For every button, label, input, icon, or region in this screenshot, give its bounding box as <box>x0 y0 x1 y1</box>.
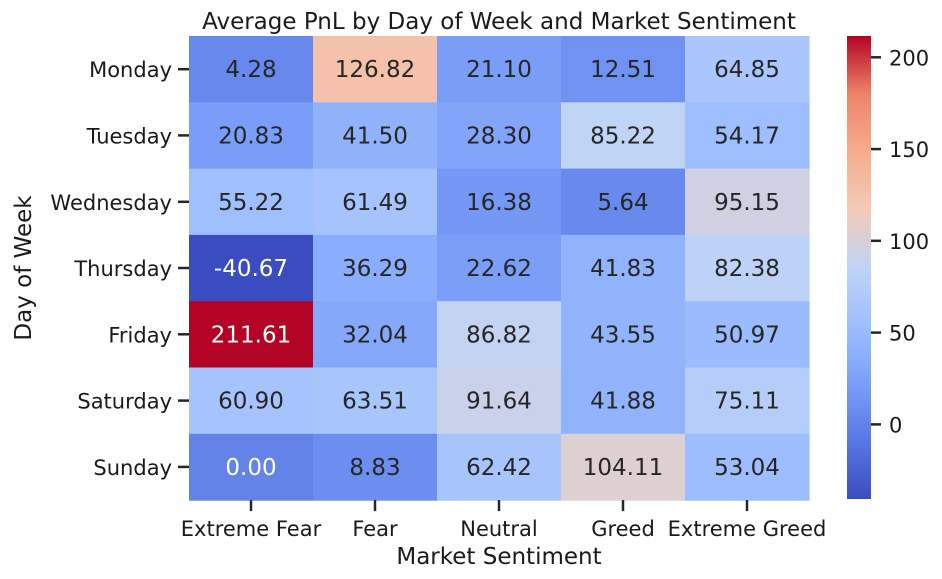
heatmap-cell <box>685 234 810 302</box>
cell-value-label: 75.11 <box>714 389 780 415</box>
heatmap-cell <box>685 168 810 236</box>
y-axis: Monday Tuesday Wednesday Thursday Friday Satu… <box>50 58 189 480</box>
y-tick-label: Monday <box>89 58 172 82</box>
cell-value-label: 53.04 <box>714 455 780 481</box>
heatmap-cell <box>313 102 438 170</box>
heatmap-cell <box>561 168 686 236</box>
cell-value-label: 8.83 <box>349 455 400 481</box>
cell-value-label: 63.51 <box>342 389 408 415</box>
heatmap-cell <box>685 36 810 103</box>
heatmap-cell <box>189 102 314 170</box>
colorbar-tick-label: 50 <box>889 322 916 346</box>
cell-value-label: 126.82 <box>335 57 415 83</box>
cell-value-label: 64.85 <box>714 57 780 83</box>
heatmap-cell <box>313 301 438 369</box>
cell-labels: 4.28 126.82 21.10 12.51 64.85 20.83 41.50 28.30… <box>211 57 780 481</box>
cell-value-label: 95.15 <box>714 190 780 216</box>
colorbar <box>847 36 871 499</box>
heatmap-cell <box>437 301 562 369</box>
heatmap-cell <box>313 168 438 236</box>
colorbar-tick-label: 150 <box>889 138 929 162</box>
heatmap-cell <box>561 36 686 103</box>
cell-value-label: 43.55 <box>590 322 656 348</box>
cell-value-label: 36.29 <box>342 256 408 282</box>
heatmap-cell <box>437 433 562 501</box>
cell-value-label: 41.88 <box>590 389 656 415</box>
y-tick-label: Saturday <box>77 390 172 414</box>
cell-value-label: 16.38 <box>466 190 532 216</box>
cell-value-label: 0.00 <box>225 455 276 481</box>
cell-value-label: 4.28 <box>225 57 276 83</box>
cell-value-label: 60.90 <box>218 389 284 415</box>
heatmap-cell <box>685 367 810 435</box>
heatmap-cell <box>189 168 314 236</box>
x-tick-label: Extreme Fear <box>181 517 322 541</box>
heatmap-cell <box>437 36 562 103</box>
cell-value-label: 41.50 <box>342 123 408 149</box>
cell-value-label: 91.64 <box>466 389 532 415</box>
colorbar-tick-label: 0 <box>889 413 902 437</box>
y-tick-label: Sunday <box>93 456 172 480</box>
y-tick-label: Friday <box>108 323 172 347</box>
cell-value-label: 5.64 <box>597 190 648 216</box>
cell-value-label: -40.67 <box>214 256 288 282</box>
cell-value-label: 86.82 <box>466 322 532 348</box>
heatmap-cell <box>561 367 686 435</box>
heatmap-cell <box>189 367 314 435</box>
cell-value-label: 21.10 <box>466 57 532 83</box>
x-axis-label: Market Sentiment <box>396 544 601 570</box>
cell-value-label: 211.61 <box>211 322 291 348</box>
cell-value-label: 104.11 <box>583 455 663 481</box>
y-tick-label: Tuesday <box>86 124 172 148</box>
heatmap-cell <box>437 234 562 302</box>
cell-value-label: 62.42 <box>466 455 532 481</box>
y-tick-label: Wednesday <box>50 191 172 215</box>
cell-value-label: 85.22 <box>590 123 656 149</box>
heatmap-cell <box>189 433 314 501</box>
heatmap-cell <box>437 168 562 236</box>
cell-value-label: 82.38 <box>714 256 780 282</box>
cell-value-label: 20.83 <box>218 123 284 149</box>
y-axis-label: Day of Week <box>11 195 37 341</box>
x-tick-label: Fear <box>352 517 398 541</box>
colorbar-tick-label: 100 <box>889 230 929 254</box>
cell-value-label: 61.49 <box>342 190 408 216</box>
cell-value-label: 55.22 <box>218 190 284 216</box>
heatmap-cell <box>189 36 314 103</box>
cell-value-label: 12.51 <box>590 57 656 83</box>
heatmap-cell <box>189 301 314 369</box>
x-axis: Extreme Fear Fear Neutral Greed Extreme Gree… <box>181 500 827 541</box>
x-tick-label: Extreme Greed <box>668 517 827 541</box>
x-tick-label: Neutral <box>460 517 538 541</box>
y-tick-label: Thursday <box>73 257 172 281</box>
colorbar-ticks: 0 50 100 150 200 <box>871 46 929 437</box>
chart-title: Average PnL by Day of Week and Market Se… <box>202 9 796 35</box>
heatmap-cells <box>189 36 810 501</box>
heatmap-cell <box>437 102 562 170</box>
heatmap-cell <box>189 234 314 302</box>
heatmap-cell <box>561 102 686 170</box>
cell-value-label: 28.30 <box>466 123 532 149</box>
heatmap-cell <box>561 433 686 501</box>
heatmap-cell <box>313 234 438 302</box>
cell-value-label: 41.83 <box>590 256 656 282</box>
colorbar-tick-label: 200 <box>889 46 929 70</box>
heatmap-cell <box>313 36 438 103</box>
x-tick-label: Greed <box>591 517 655 541</box>
cell-value-label: 50.97 <box>714 322 780 348</box>
heatmap-cell <box>313 433 438 501</box>
heatmap-cell <box>685 433 810 501</box>
cell-value-label: 54.17 <box>714 123 780 149</box>
cell-value-label: 32.04 <box>342 322 408 348</box>
heatmap-cell <box>685 301 810 369</box>
heatmap-cell <box>561 234 686 302</box>
heatmap-cell <box>313 367 438 435</box>
heatmap-cell <box>437 367 562 435</box>
heatmap-cell <box>561 301 686 369</box>
heatmap-cell <box>685 102 810 170</box>
cell-value-label: 22.62 <box>466 256 532 282</box>
